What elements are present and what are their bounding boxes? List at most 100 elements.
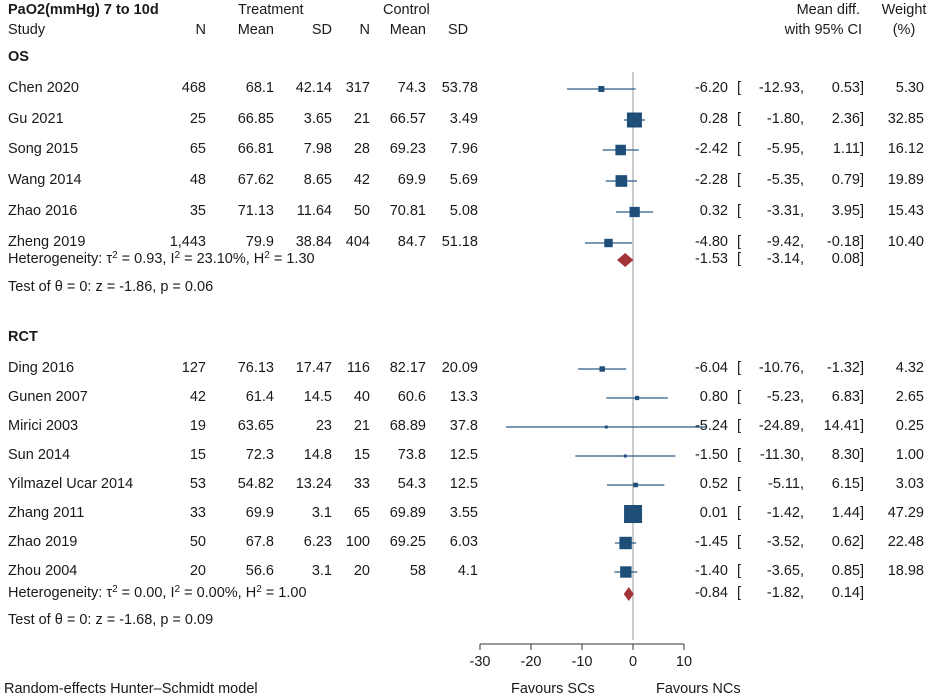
x-tick-label: -10 [572,654,593,670]
weight: 3.03 [895,476,924,492]
control-n: 28 [353,141,370,157]
ci-upper: 6.83] [831,389,864,405]
pooled-ci-upper: 0.14] [831,585,864,601]
control-n: 33 [353,476,370,492]
treatment-mean: 66.85 [237,111,274,127]
mean-diff: -5.24 [694,418,728,434]
weight: 19.89 [887,172,924,188]
control-sd: 37.8 [449,418,478,434]
x-tick-label: 10 [676,654,692,670]
pooled-ci-upper: 0.08] [831,251,864,267]
control-sd: 53.78 [441,80,478,96]
ci-upper: 6.15] [831,476,864,492]
treatment-n: 50 [189,534,206,550]
control-sd: 3.55 [449,505,478,521]
control-sd: 6.03 [449,534,478,550]
control-sd: 13.3 [449,389,478,405]
study-name: Gu 2021 [8,111,64,127]
study-name: Ding 2016 [8,360,75,376]
control-mean: 69.23 [389,141,426,157]
heterogeneity-part: = 1.30 [269,251,315,267]
ci-bracket: [ [737,141,742,157]
ci-upper: 14.41] [823,418,864,434]
ci-bracket: [ [737,172,742,188]
control-mean: 84.7 [397,234,426,250]
control-sd: 51.18 [441,234,478,250]
treatment-n: 19 [189,418,206,434]
treatment-n: 53 [189,476,206,492]
study-effect-marker [633,482,638,488]
control-mean: 73.8 [397,447,426,463]
ci-bracket: [ [737,505,742,521]
ci-lower: -11.30, [759,447,804,463]
study-header: Study [8,22,46,38]
treatment-mean: 67.8 [245,534,274,550]
ci-bracket: [ [737,80,742,96]
heterogeneity-part: = 1.00 [261,585,307,601]
control-n: 116 [346,360,370,376]
ci-upper: 3.95] [831,203,864,219]
mean-diff: 0.32 [699,203,728,219]
heterogeneity-stats: Heterogeneity: τ2 = 0.00, I2 = 0.00%, H2… [8,585,307,602]
control-mean: 54.3 [397,476,426,492]
ci-header: with 95% CI [784,22,862,38]
treatment-mean: 67.62 [237,172,274,188]
control-n: 50 [353,203,370,219]
control-sd-header: SD [448,22,469,38]
control-n: 15 [353,447,370,463]
ci-bracket: [ [737,418,742,434]
control-n: 40 [353,389,370,405]
heterogeneity-part: = 23.10%, H [180,251,265,267]
treatment-n: 35 [189,203,206,219]
x-tick-label: -30 [470,654,491,670]
heterogeneity-part: = 0.00%, H [180,585,257,601]
control-n: 21 [353,111,370,127]
treatment-sd: 17.47 [295,360,332,376]
ci-lower: -5.95, [766,141,804,157]
mean-diff-header: Mean diff. [796,2,860,18]
study-name: Yilmazel Ucar 2014 [8,476,134,492]
treatment-sd: 6.23 [303,534,332,550]
ci-upper: 8.30] [831,447,864,463]
treatment-sd: 11.64 [296,203,332,219]
control-n: 20 [353,563,370,579]
study-name: Chen 2020 [8,80,79,96]
superscript: 2 [112,584,118,595]
ci-upper: 0.85] [831,563,864,579]
x-tick-label: 0 [629,654,637,670]
ci-upper: 2.36] [831,111,864,127]
treatment-mean: 56.6 [245,563,274,579]
study-name: Sun 2014 [8,447,71,463]
weight: 15.43 [887,203,924,219]
control-mean: 69.89 [389,505,426,521]
weight: 2.65 [895,389,924,405]
ci-lower: -10.76, [758,360,804,376]
control-sd: 20.09 [441,360,478,376]
control-mean: 70.81 [389,203,426,219]
study-name: Zhao 2019 [8,534,78,550]
outcome-title: PaO2(mmHg) 7 to 10d [8,2,159,18]
heterogeneity-part: Heterogeneity: τ [8,585,113,601]
treatment-n: 127 [181,360,206,376]
control-mean: 58 [409,563,426,579]
ci-lower: -5.11, [767,476,804,492]
weight: 16.12 [887,141,924,157]
ci-lower: -3.31, [766,203,804,219]
study-name: Wang 2014 [8,172,82,188]
study-effect-marker [615,144,626,156]
ci-lower: -24.89, [758,418,804,434]
weight: 22.48 [887,534,924,550]
control-n-header: N [359,22,370,38]
treatment-mean: 71.13 [237,203,274,219]
mean-diff: -6.04 [694,360,728,376]
control-sd: 12.5 [449,476,478,492]
treatment-mean: 66.81 [237,141,274,157]
heterogeneity-stats: Heterogeneity: τ2 = 0.93, I2 = 23.10%, H… [8,251,315,268]
weight: 47.29 [887,505,924,521]
study-effect-marker [620,566,632,578]
ci-bracket: [ [737,476,742,492]
treatment-mean: 72.3 [245,447,274,463]
treatment-sd: 8.65 [303,172,332,188]
control-n: 404 [345,234,370,250]
